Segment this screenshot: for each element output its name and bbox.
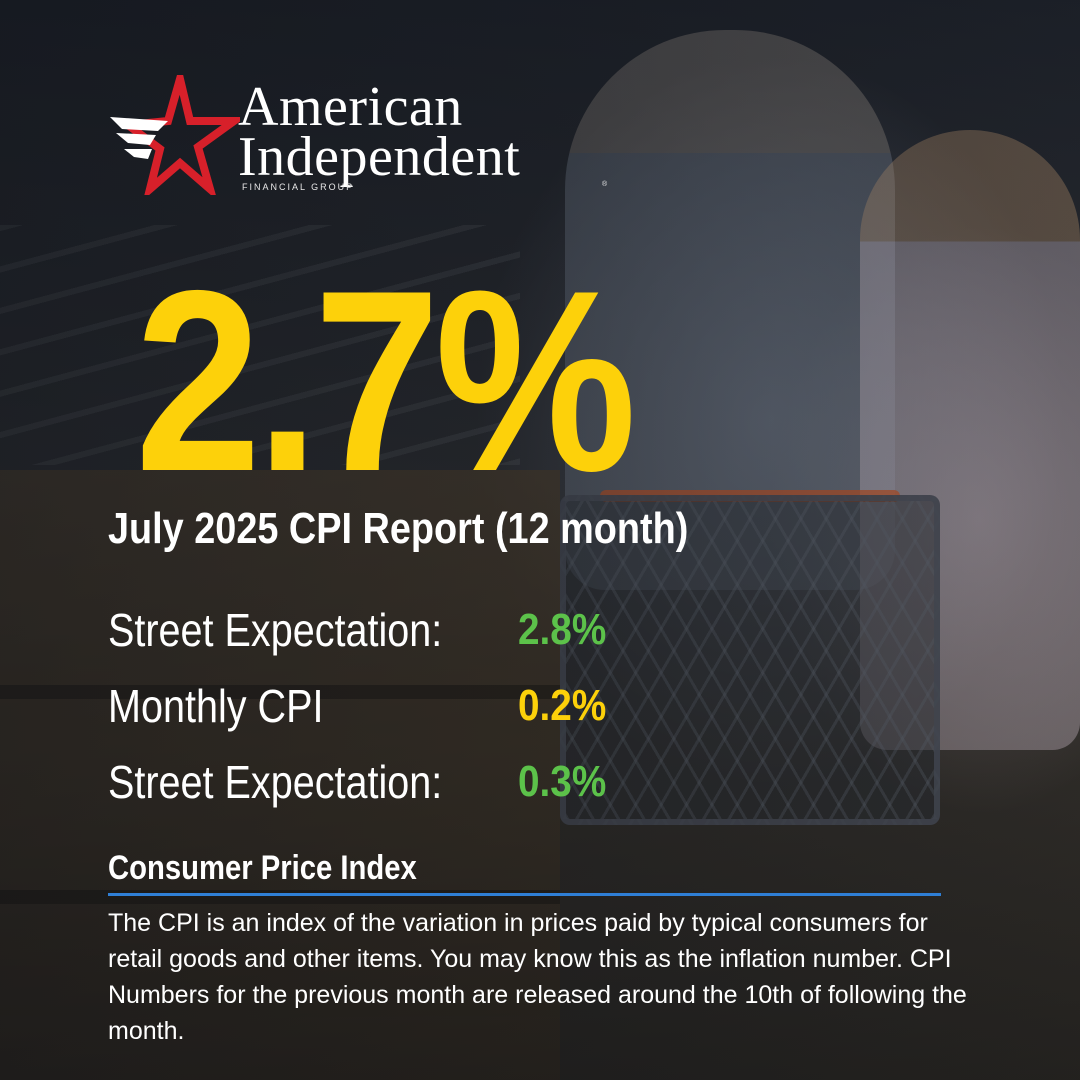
report-title: July 2025 CPI Report (12 month) [108, 504, 689, 553]
logo-text-american: American [238, 76, 463, 138]
background-shelf-edge [0, 685, 560, 699]
stat-row-street-expectation-monthly: Street Expectation: 0.3% [108, 754, 708, 814]
stat-label: Street Expectation: [108, 604, 443, 656]
logo-subtitle: FINANCIAL GROUP [242, 182, 355, 192]
section-description: The CPI is an index of the variation in … [108, 909, 967, 1045]
registered-mark: ® [602, 181, 608, 188]
stat-value: 2.8% [518, 605, 607, 654]
section-heading: Consumer Price Index [108, 849, 417, 887]
headline-cpi-value: 2.7% [135, 236, 637, 525]
company-logo: American Independent FINANCIAL GROUP ® [110, 75, 610, 195]
background-shelf-rack [0, 225, 520, 465]
stat-row-monthly-cpi: Monthly CPI 0.2% [108, 678, 708, 738]
stat-row-street-expectation-annual: Street Expectation: 2.8% [108, 602, 708, 662]
stat-label: Monthly CPI [108, 680, 324, 732]
section-divider [108, 893, 941, 896]
background-shelf [0, 470, 560, 1080]
stat-label: Street Expectation: [108, 756, 443, 808]
stat-value: 0.2% [518, 681, 607, 730]
star-logo-icon [110, 75, 240, 195]
stat-value: 0.3% [518, 757, 607, 806]
background-shopping-cart [560, 495, 940, 825]
logo-text-independent: Independent [238, 126, 521, 188]
